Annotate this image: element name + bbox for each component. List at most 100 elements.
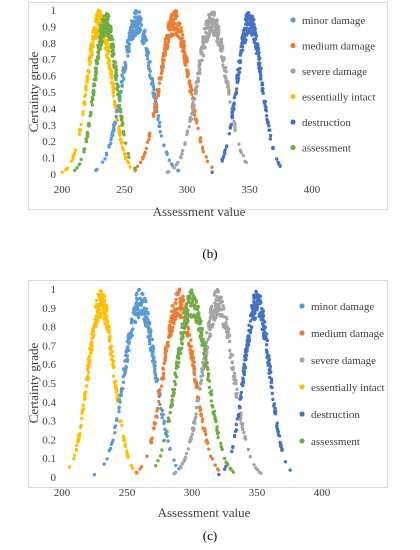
data-point (207, 319, 212, 324)
legend-label: assessment (302, 143, 351, 155)
y-tick-label: 0.9 (42, 303, 56, 315)
data-point (257, 64, 262, 68)
data-point (162, 372, 166, 376)
data-point (111, 81, 115, 86)
data-point (229, 352, 233, 356)
data-point (246, 447, 251, 452)
data-point (79, 157, 83, 162)
data-point (95, 17, 99, 21)
legend-marker (290, 17, 296, 23)
data-point (76, 433, 81, 438)
data-point (131, 311, 135, 315)
data-point (150, 436, 154, 440)
data-point (73, 148, 78, 152)
data-point (155, 376, 159, 380)
data-point (158, 76, 162, 80)
data-point (255, 299, 260, 303)
data-point (232, 102, 236, 106)
data-point (108, 346, 113, 350)
data-point (174, 463, 178, 468)
data-point (136, 21, 140, 25)
data-point (193, 416, 197, 420)
x-tick-label: 350 (241, 184, 258, 196)
data-point (125, 359, 130, 363)
data-point (108, 446, 113, 451)
data-point (135, 297, 140, 301)
data-point (244, 38, 248, 42)
data-point (255, 292, 259, 296)
legend-label: minor damage (302, 15, 365, 27)
data-point (161, 376, 166, 381)
data-point (111, 374, 116, 378)
data-point (106, 34, 110, 39)
data-point (165, 429, 169, 434)
data-point (188, 351, 193, 355)
data-point (255, 45, 259, 49)
data-point (211, 17, 215, 21)
data-point (159, 412, 164, 416)
data-point (154, 96, 158, 100)
data-point (170, 394, 174, 398)
data-point (80, 416, 84, 421)
data-point (170, 32, 174, 36)
data-point (208, 28, 212, 33)
data-point (92, 473, 97, 477)
data-point (120, 140, 124, 145)
data-point (152, 426, 156, 430)
data-point (276, 430, 280, 434)
data-point (99, 314, 103, 318)
data-point (158, 130, 162, 134)
data-point (226, 85, 230, 89)
data-point (113, 380, 117, 384)
data-point (266, 360, 270, 365)
data-point (231, 470, 236, 474)
data-point (141, 157, 145, 161)
data-point (269, 377, 274, 381)
data-point (90, 103, 95, 107)
data-point (121, 122, 125, 126)
data-point (168, 446, 172, 451)
data-point (155, 406, 160, 410)
data-point (187, 341, 191, 346)
data-point (223, 68, 227, 73)
data-point (88, 347, 92, 351)
data-point (89, 55, 93, 59)
data-point (104, 38, 109, 42)
data-point (159, 71, 164, 75)
data-point (271, 397, 275, 402)
data-point (133, 168, 138, 172)
series-destruction (210, 11, 282, 174)
data-point (99, 39, 103, 44)
data-point (144, 146, 149, 151)
data-point (118, 419, 122, 424)
y-tick-label: 0.3 (42, 416, 56, 428)
data-point (272, 404, 276, 408)
data-point (130, 29, 134, 33)
data-point (181, 41, 186, 46)
data-point (219, 55, 224, 59)
data-point (238, 148, 242, 152)
data-point (204, 355, 208, 359)
data-point (242, 430, 246, 435)
data-point (111, 42, 115, 46)
data-point (109, 67, 113, 72)
data-point (166, 33, 171, 38)
data-point (122, 70, 126, 75)
data-point (192, 377, 197, 381)
data-point (129, 321, 134, 325)
legend-label: destruction (311, 409, 360, 421)
data-point (232, 96, 237, 100)
data-point (233, 374, 237, 379)
data-point (182, 47, 186, 51)
data-point (230, 360, 235, 364)
data-point (239, 421, 243, 426)
data-point (104, 315, 108, 319)
data-point (157, 124, 162, 129)
data-point (128, 165, 132, 169)
data-point (147, 326, 151, 330)
data-point (175, 354, 180, 358)
data-point (153, 371, 157, 376)
data-point (200, 368, 204, 373)
data-point (262, 101, 267, 105)
data-point (222, 306, 226, 311)
